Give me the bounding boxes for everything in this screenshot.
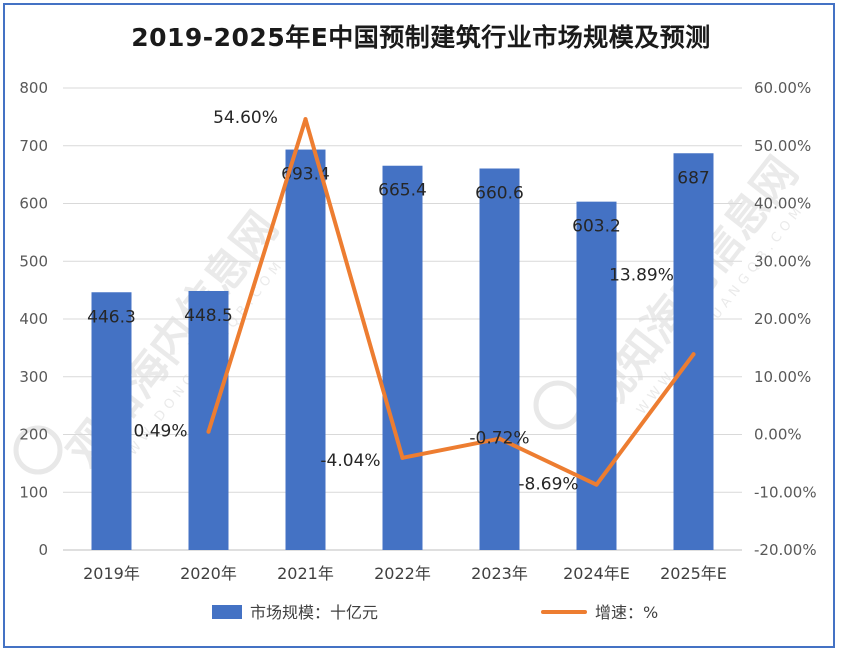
bar [673,153,714,550]
left-tick-label: 400 [19,310,48,328]
left-tick-label: 500 [19,252,48,270]
left-tick-label: 600 [19,195,48,213]
chart-title: 2019-2025年E中国预制建筑行业市场规模及预测 [131,23,711,52]
bar-value-label: 665.4 [378,181,427,201]
growth-value-label: -8.69% [518,475,578,495]
bar-value-label: 603.2 [572,217,621,237]
line-series [206,117,696,487]
growth-point [206,429,211,434]
left-tick-label: 700 [19,137,48,155]
growth-value-label: -0.72% [469,429,529,449]
left-tick-label: 200 [19,426,48,444]
legend-bar-label: 市场规模：十亿元 [250,603,378,622]
bar-value-label: 660.6 [475,184,524,204]
growth-point [303,117,308,122]
legend: 市场规模：十亿元 增速：% [212,603,658,622]
bar-value-label: 693.4 [281,165,330,185]
right-tick-label: -10.00% [754,483,817,501]
category-label: 2021年 [277,564,334,583]
category-label: 2025年E [660,564,727,583]
right-tick-label: 50.00% [754,137,811,155]
bar [285,149,326,550]
growth-point [497,436,502,441]
right-tick-label: 30.00% [754,252,811,270]
category-label: 2022年 [374,564,431,583]
category-label: 2024年E [563,564,630,583]
bar [576,201,617,551]
growth-value-label: 54.60% [213,108,278,128]
growth-point [594,482,599,487]
left-tick-label: 800 [19,79,48,97]
legend-line-label: 增速：% [595,603,658,622]
bar [382,165,423,550]
legend-bar-swatch [212,605,242,619]
category-label: 2023年 [471,564,528,583]
line-data-labels: 0.49% 54.60% -4.04% -0.72% -8.69% 13.89% [133,108,673,494]
category-axis-labels: 2019年 2020年 2021年 2022年 2023年 2024年E 2025年E [83,564,727,583]
right-tick-label: 60.00% [754,79,811,97]
left-axis-ticks: 0 100 200 300 400 500 600 700 800 [19,79,48,559]
bar [479,168,520,551]
growth-value-label: 0.49% [133,422,187,442]
bar-value-label: 687 [677,168,709,188]
watermark-logo-left [13,425,63,475]
bar-value-label: 446.3 [87,307,136,327]
right-tick-label: 40.00% [754,195,811,213]
right-axis-ticks: -20.00% -10.00% 0.00% 10.00% 20.00% 30.00% 40.… [754,79,817,559]
right-tick-label: 20.00% [754,310,811,328]
growth-point [400,455,405,460]
left-tick-label: 0 [38,541,48,559]
right-tick-label: 0.00% [754,426,802,444]
bar-data-labels: 446.3 448.5 693.4 665.4 660.6 603.2 687 [87,165,710,328]
watermark-logo-right [533,380,583,430]
category-label: 2019年 [83,564,140,583]
growth-value-label: -4.04% [320,451,380,471]
growth-value-label: 13.89% [609,265,674,285]
right-tick-label: -20.00% [754,541,817,559]
left-tick-label: 300 [19,368,48,386]
growth-line [206,117,696,487]
bar-value-label: 448.5 [184,306,233,326]
bar [91,292,132,550]
right-tick-label: 10.00% [754,368,811,386]
bar-series [91,149,714,551]
growth-point [691,352,696,357]
left-tick-label: 100 [19,483,48,501]
category-label: 2020年 [180,564,237,583]
bar [188,290,229,550]
